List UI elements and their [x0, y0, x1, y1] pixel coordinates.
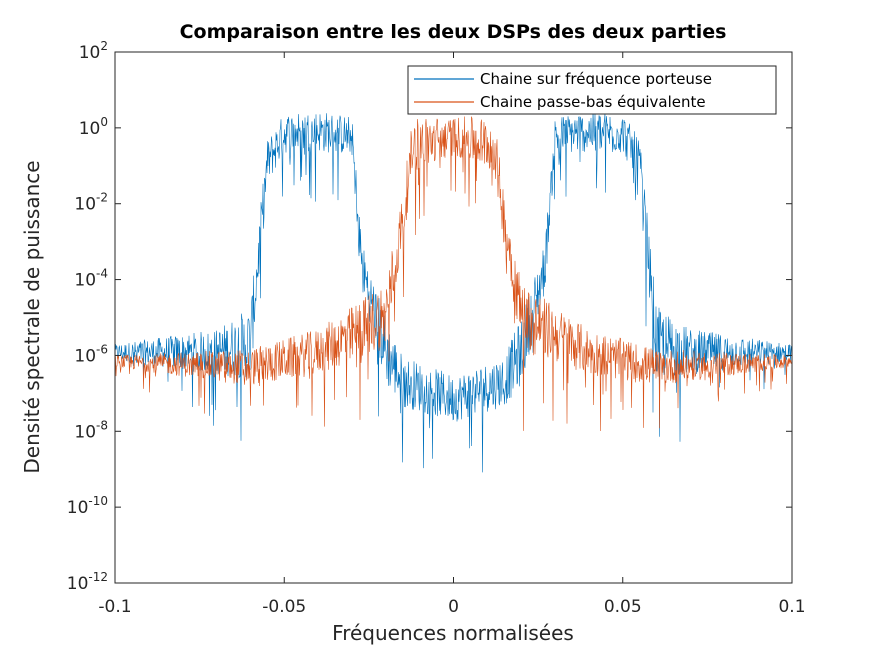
x-tick-label-2: 0 [448, 597, 459, 617]
ticks-layer: -0.1 -0.05 0 0.05 0.1 10-12 10-10 10-8 10-6 10-4 1… [67, 39, 806, 617]
y-tick-label-0: 10-12 [67, 570, 108, 594]
x-tick-label-4: 0.1 [778, 597, 805, 617]
x-tick-label-3: 0.05 [604, 597, 642, 617]
series-line-1 [114, 116, 793, 432]
y-axis-label: Densité spectrale de puissance [20, 160, 44, 473]
y-tick-label-2: 10-8 [74, 418, 108, 442]
legend-label-baseband: Chaine passe-bas équivalente [480, 93, 706, 111]
x-tick-label-0: -0.1 [98, 597, 131, 617]
y-tick-label-7: 102 [79, 39, 108, 63]
x-tick-label-1: -0.05 [262, 597, 306, 617]
chart-title: Comparaison entre les deux DSPs des deux… [180, 21, 727, 43]
y-tick-label-5: 10-2 [74, 191, 108, 215]
x-axis-label: Fréquences normalisées [332, 621, 574, 645]
y-tick-label-4: 10-4 [74, 267, 108, 291]
y-tick-label-1: 10-10 [67, 494, 108, 518]
legend-box [407, 65, 777, 115]
legend-label-carrier: Chaine sur fréquence porteuse [480, 70, 712, 88]
legend[interactable]: Chaine sur fréquence porteuse Chaine pas… [407, 65, 777, 115]
y-tick-label-6: 100 [79, 115, 108, 139]
series-layer [114, 110, 793, 473]
y-tick-label-3: 10-6 [74, 342, 108, 366]
